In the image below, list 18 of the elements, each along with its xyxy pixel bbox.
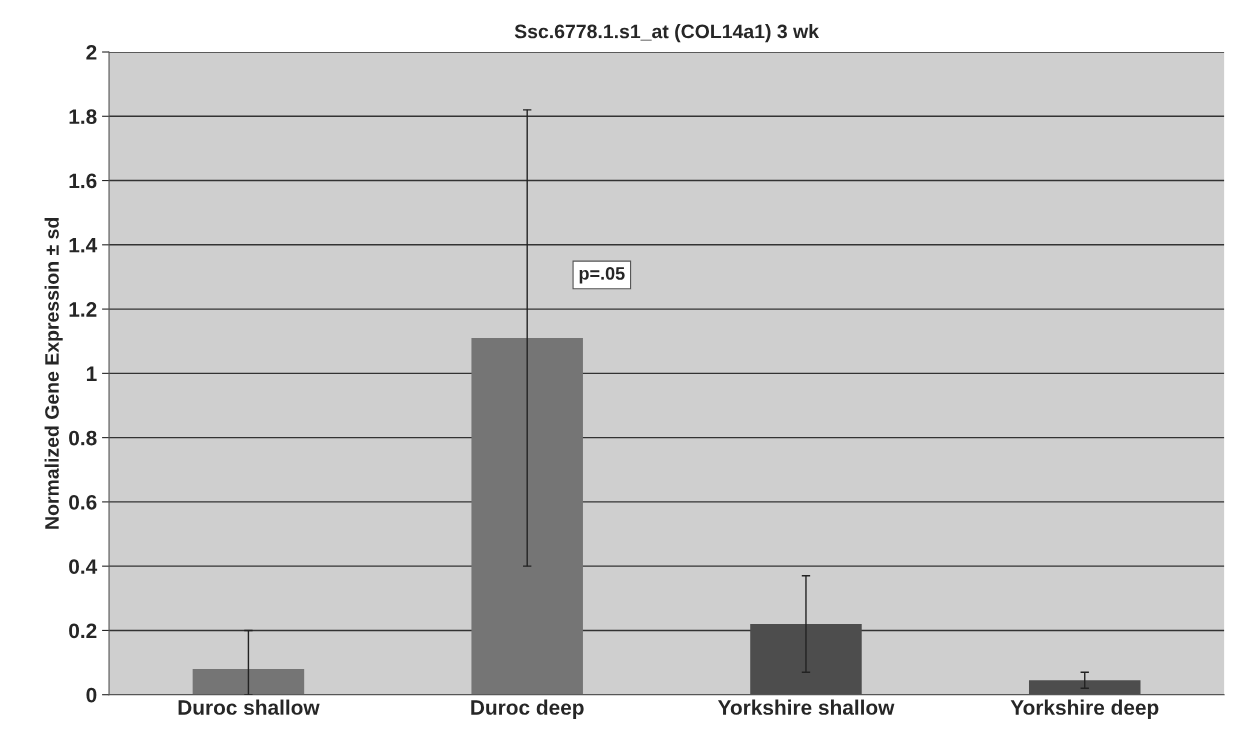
x-tick-label: Duroc shallow bbox=[178, 699, 320, 715]
y-tick-label: 1.6 bbox=[69, 173, 97, 189]
x-tick-label: Yorkshire shallow bbox=[717, 699, 895, 715]
chart-title: Ssc.6778.1.s1_at (COL14a1) 3 wk bbox=[514, 24, 820, 43]
y-tick-label: 1 bbox=[86, 366, 97, 381]
y-tick-label: 0 bbox=[86, 687, 97, 703]
y-axis-title: Normalized Gene Expression ± sd bbox=[44, 218, 63, 529]
y-tick-label: 1.4 bbox=[69, 238, 98, 253]
y-tick-label: 2 bbox=[86, 45, 97, 60]
y-tick-label: 0.4 bbox=[69, 559, 98, 574]
annotation: p=.05 bbox=[579, 267, 625, 284]
y-tick-label: 0.8 bbox=[69, 430, 97, 446]
y-tick-label: 1.8 bbox=[69, 109, 97, 125]
y-tick-label: 1.2 bbox=[69, 302, 97, 317]
x-tick-label: Yorkshire deep bbox=[1010, 699, 1159, 719]
y-tick-label: 0.6 bbox=[69, 494, 97, 510]
x-tick-label: Duroc deep bbox=[471, 699, 584, 719]
y-tick-label: 0.2 bbox=[69, 623, 97, 639]
